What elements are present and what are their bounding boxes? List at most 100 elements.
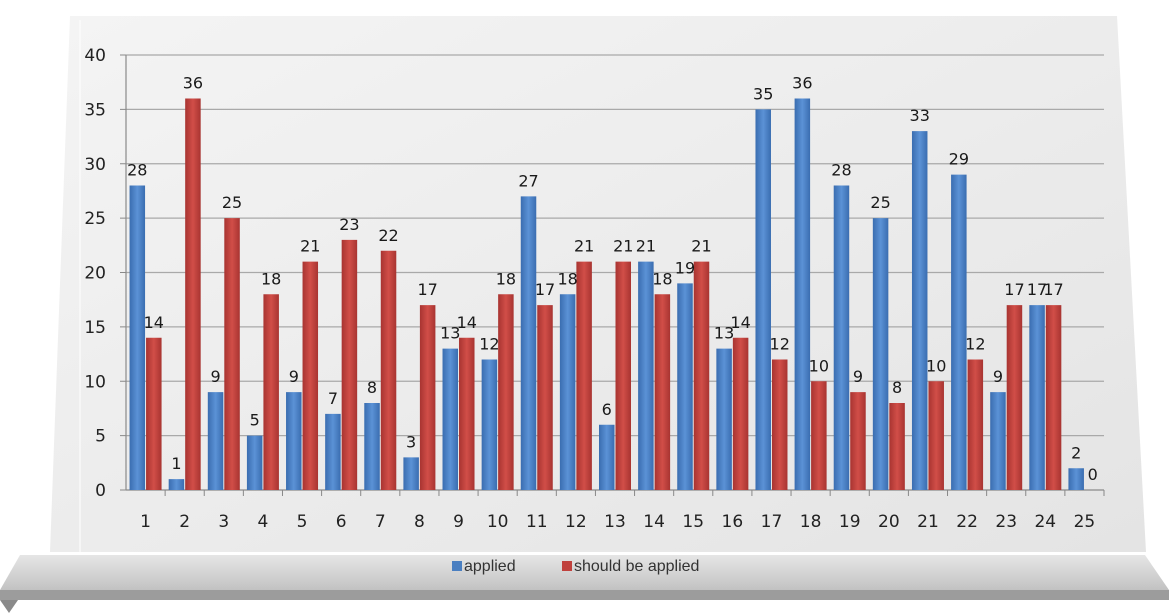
data-label-should-be-applied-12: 21 bbox=[574, 237, 594, 256]
data-label-applied-15: 19 bbox=[675, 258, 695, 277]
x-tick-label-24: 24 bbox=[1034, 512, 1056, 532]
bar-applied-2 bbox=[168, 479, 185, 490]
bar-applied-25 bbox=[1068, 468, 1084, 490]
bar-applied-18 bbox=[794, 98, 811, 490]
base-shelf-corner bbox=[0, 600, 18, 613]
data-label-should-be-applied-15: 21 bbox=[691, 237, 711, 256]
x-tick-label-4: 4 bbox=[258, 512, 269, 532]
bar-should-be-applied-16 bbox=[732, 337, 749, 490]
data-label-applied-13: 6 bbox=[602, 400, 612, 419]
bar-should-be-applied-11 bbox=[537, 305, 553, 490]
x-tick-label-18: 18 bbox=[800, 512, 822, 532]
bar-should-be-applied-14 bbox=[654, 294, 671, 490]
y-tick-labels: 0 5 10 15 20 25 30 35 40 bbox=[84, 46, 106, 501]
bar-should-be-applied-4 bbox=[263, 294, 279, 490]
data-label-applied-19: 28 bbox=[831, 161, 851, 180]
data-label-applied-24: 17 bbox=[1027, 280, 1047, 299]
data-label-applied-14: 21 bbox=[636, 237, 656, 256]
bars bbox=[129, 98, 1084, 490]
bar-applied-12 bbox=[559, 294, 576, 490]
bar-applied-16 bbox=[716, 348, 732, 490]
bar-should-be-applied-10 bbox=[498, 294, 514, 490]
bar-applied-8 bbox=[403, 457, 419, 490]
bar-should-be-applied-9 bbox=[459, 337, 475, 490]
data-label-applied-18: 36 bbox=[792, 74, 812, 93]
data-label-applied-8: 3 bbox=[406, 432, 416, 451]
x-tick-label-10: 10 bbox=[487, 512, 509, 532]
bar-applied-24 bbox=[1029, 305, 1045, 490]
base-shelf bbox=[0, 555, 1169, 590]
x-tick-label-13: 13 bbox=[604, 512, 626, 532]
x-tick-label-16: 16 bbox=[722, 512, 744, 532]
data-label-applied-7: 8 bbox=[367, 378, 377, 397]
x-tick-label-19: 19 bbox=[839, 512, 861, 532]
x-tick-labels: 1 2 3 4 5 6 7 8 9 10 11 12 13 14 15 16 17 18 19 20 21 22 23 24 2… bbox=[140, 512, 1095, 532]
bar-applied-15 bbox=[677, 283, 693, 490]
bar-should-be-applied-2 bbox=[185, 98, 201, 490]
data-label-should-be-applied-22: 12 bbox=[965, 335, 985, 354]
data-label-should-be-applied-19: 9 bbox=[853, 367, 863, 386]
bar-should-be-applied-21 bbox=[928, 381, 944, 490]
data-label-should-be-applied-5: 21 bbox=[300, 237, 320, 256]
x-tick-label-17: 17 bbox=[761, 512, 783, 532]
y-tick-label-5: 5 bbox=[95, 427, 106, 447]
x-tick-label-12: 12 bbox=[565, 512, 587, 532]
bar-applied-13 bbox=[599, 424, 615, 490]
data-label-should-be-applied-6: 23 bbox=[339, 215, 359, 234]
x-tick-label-23: 23 bbox=[995, 512, 1017, 532]
bar-should-be-applied-8 bbox=[419, 305, 436, 490]
data-label-applied-2: 1 bbox=[171, 454, 181, 473]
x-tick-label-6: 6 bbox=[336, 512, 347, 532]
data-label-should-be-applied-24: 17 bbox=[1043, 280, 1063, 299]
data-label-applied-1: 28 bbox=[127, 161, 147, 180]
bar-should-be-applied-20 bbox=[889, 403, 905, 490]
y-tick-label-20: 20 bbox=[84, 264, 106, 284]
bar-should-be-applied-3 bbox=[224, 218, 240, 490]
bar-applied-14 bbox=[638, 261, 654, 490]
data-label-should-be-applied-2: 36 bbox=[183, 74, 203, 93]
y-tick-label-35: 35 bbox=[84, 100, 106, 120]
data-label-should-be-applied-16: 14 bbox=[730, 313, 750, 332]
data-label-applied-21: 33 bbox=[910, 106, 930, 125]
data-label-should-be-applied-21: 10 bbox=[926, 356, 946, 375]
legend-swatch-should-be-applied bbox=[562, 561, 572, 571]
bar-should-be-applied-7 bbox=[380, 250, 397, 490]
bar-applied-6 bbox=[325, 413, 341, 490]
data-label-should-be-applied-4: 18 bbox=[261, 269, 281, 288]
x-tick-label-3: 3 bbox=[218, 512, 229, 532]
y-tick-label-25: 25 bbox=[84, 209, 106, 229]
x-tick-label-7: 7 bbox=[375, 512, 386, 532]
data-label-applied-9: 13 bbox=[440, 324, 460, 343]
bar-applied-23 bbox=[990, 392, 1006, 490]
x-tick-label-1: 1 bbox=[140, 512, 151, 532]
data-label-applied-6: 7 bbox=[328, 389, 338, 408]
legend-label-applied: applied bbox=[464, 558, 516, 575]
bar-applied-7 bbox=[364, 403, 380, 490]
data-label-applied-3: 9 bbox=[210, 367, 220, 386]
bar-should-be-applied-5 bbox=[302, 261, 319, 490]
bar-should-be-applied-22 bbox=[967, 359, 984, 490]
bar-applied-1 bbox=[129, 185, 146, 490]
bar-should-be-applied-1 bbox=[146, 337, 162, 490]
bar-should-be-applied-13 bbox=[615, 261, 631, 490]
x-tick-label-8: 8 bbox=[414, 512, 425, 532]
data-label-should-be-applied-9: 14 bbox=[457, 313, 477, 332]
data-label-should-be-applied-18: 10 bbox=[809, 356, 829, 375]
bar-should-be-applied-17 bbox=[771, 359, 788, 490]
bar-applied-17 bbox=[755, 109, 771, 490]
bar-should-be-applied-18 bbox=[811, 381, 827, 490]
data-labels: 2814136925518921723822317131412182717182… bbox=[127, 74, 1098, 485]
legend-label-should-be-applied: should be applied bbox=[574, 558, 699, 575]
bar-applied-3 bbox=[207, 392, 224, 490]
bar-applied-21 bbox=[911, 131, 928, 490]
x-tick-label-15: 15 bbox=[682, 512, 704, 532]
data-label-applied-23: 9 bbox=[993, 367, 1003, 386]
y-tick-label-15: 15 bbox=[84, 318, 106, 338]
data-label-should-be-applied-13: 21 bbox=[613, 237, 633, 256]
bar-applied-22 bbox=[951, 174, 967, 490]
data-label-should-be-applied-1: 14 bbox=[144, 313, 164, 332]
y-tick-label-40: 40 bbox=[84, 46, 106, 66]
x-tick-label-2: 2 bbox=[179, 512, 190, 532]
